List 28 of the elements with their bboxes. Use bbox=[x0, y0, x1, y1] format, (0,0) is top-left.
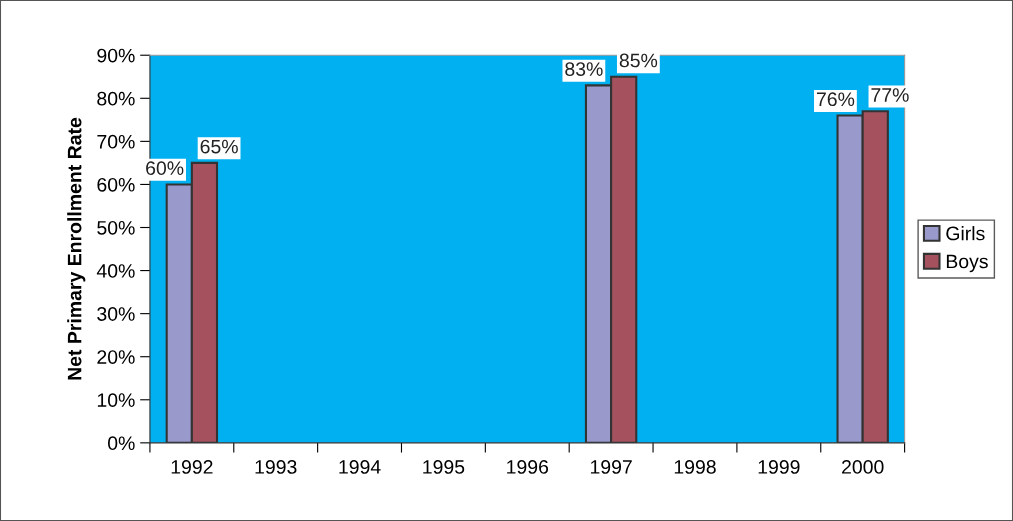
x-tick-label: 2000 bbox=[842, 460, 884, 474]
y-tick-label: 40% bbox=[96, 264, 135, 278]
legend-label: Girls bbox=[946, 226, 985, 241]
y-tick-label: 10% bbox=[97, 393, 135, 408]
y-tick-label: 60% bbox=[97, 177, 135, 192]
data-label: 83% bbox=[565, 62, 603, 76]
x-tick-label: 1998 bbox=[674, 460, 716, 474]
x-tick-label: 1992 bbox=[171, 460, 213, 474]
data-label: 60% bbox=[146, 161, 184, 176]
x-tick-label: 1995 bbox=[423, 460, 465, 474]
y-tick-label: 80% bbox=[97, 91, 135, 106]
data-label: 77% bbox=[871, 88, 909, 102]
x-tick-label: 1997 bbox=[590, 460, 632, 474]
y-tick-label: 50% bbox=[97, 220, 135, 235]
y-tick-label: 30% bbox=[97, 307, 135, 321]
x-tick-label: 1994 bbox=[339, 460, 381, 474]
y-axis-title: Net Primary Enrollment Rate bbox=[67, 117, 86, 380]
data-label: 76% bbox=[816, 92, 855, 107]
y-tick-label: 0% bbox=[108, 436, 135, 451]
y-tick-label: 20% bbox=[97, 350, 135, 364]
data-label: 65% bbox=[200, 139, 238, 154]
y-tick-label: 70% bbox=[97, 134, 135, 149]
x-tick-label: 1996 bbox=[507, 460, 549, 474]
data-label: 85% bbox=[619, 53, 658, 68]
legend-label: Boys bbox=[946, 254, 988, 273]
x-tick-label: 1993 bbox=[255, 460, 297, 474]
y-tick-label: 90% bbox=[97, 48, 135, 63]
x-tick-label: 1999 bbox=[758, 460, 800, 474]
